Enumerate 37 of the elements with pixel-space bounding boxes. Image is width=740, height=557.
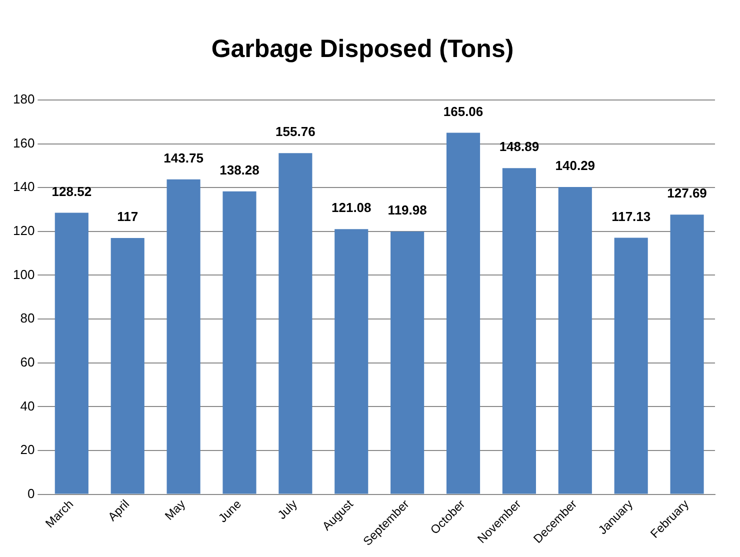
data-label: 119.98 [388,202,427,218]
data-label: 117 [117,209,138,224]
bar [670,214,704,494]
y-tick-label: 160 [12,135,35,150]
y-tick-label: 140 [12,179,35,194]
bar [614,238,648,494]
bar [110,238,144,494]
data-label: 128.52 [52,184,92,199]
bar [502,168,536,494]
data-label: 148.89 [499,139,540,154]
bar [390,231,424,494]
data-label: 127.69 [667,186,707,201]
bar [334,229,368,494]
bar [558,186,592,494]
y-tick-label: 0 [27,486,35,501]
bar [278,153,312,494]
data-label: 138.28 [220,162,260,178]
y-tick-label: 180 [12,92,35,107]
x-tick-label: July [274,496,300,522]
data-label: 140.29 [555,158,596,174]
y-tick-label: 40 [20,398,35,414]
bar [54,212,88,494]
x-tick-label: May [162,496,188,523]
y-tick-label: 80 [20,310,35,326]
data-label: 165.06 [443,104,484,119]
data-label: 143.75 [164,150,204,166]
data-label: 155.76 [276,124,316,140]
bar [446,132,480,494]
data-label: 121.08 [331,200,372,216]
y-tick-label: 60 [20,354,35,370]
bar [222,191,256,494]
data-label: 117.13 [612,208,651,224]
y-tick-label: 120 [12,223,35,238]
y-tick-label: 100 [12,266,35,282]
bar [166,179,200,494]
chart-title: Garbage Disposed (Tons) [211,34,514,63]
y-tick-label: 20 [20,442,35,458]
